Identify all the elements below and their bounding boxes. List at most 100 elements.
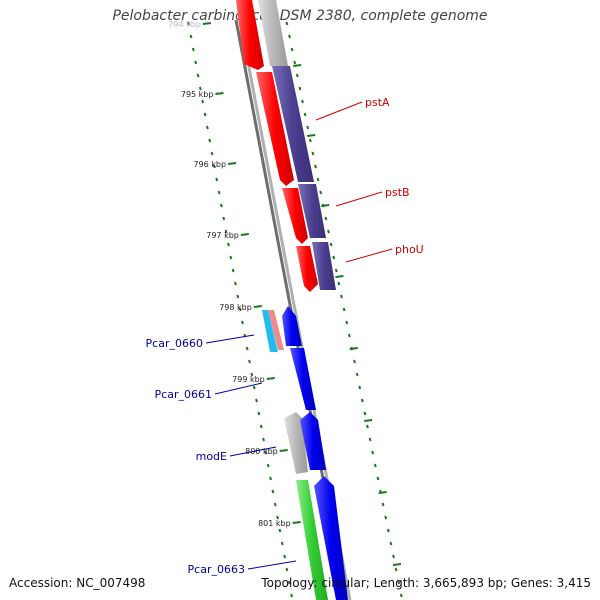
minor-tick — [347, 333, 351, 338]
minor-tick — [198, 86, 202, 91]
minor-tick — [363, 411, 367, 416]
gene-label-connector — [214, 382, 263, 395]
minor-tick — [226, 242, 230, 247]
minor-tick — [306, 125, 310, 130]
minor-tick — [215, 177, 219, 182]
minor-tick — [340, 294, 343, 299]
minor-tick — [238, 307, 242, 312]
major-tick — [240, 233, 249, 236]
minor-tick — [394, 567, 398, 572]
gene-label: Pcar_0663 — [188, 563, 245, 576]
minor-tick — [191, 47, 195, 52]
minor-tick — [285, 567, 289, 572]
gene-label: pstB — [385, 186, 410, 199]
minor-tick — [283, 554, 287, 559]
minor-tick — [392, 554, 395, 559]
scale-label: 800 kbp — [245, 447, 278, 456]
minor-tick — [397, 580, 401, 585]
minor-tick — [187, 21, 191, 26]
minor-tick — [373, 463, 377, 468]
minor-tick — [264, 450, 268, 455]
minor-tick — [381, 502, 385, 507]
major-tick — [392, 563, 402, 566]
gene-label-connector — [315, 101, 363, 121]
map-title: Pelobacter carbinolicus DSM 2380, comple… — [112, 8, 488, 24]
scale-label: 801 kbp — [258, 519, 291, 528]
major-tick — [307, 134, 316, 137]
minor-tick — [288, 34, 291, 39]
minor-tick — [290, 593, 294, 598]
minor-tick — [224, 229, 228, 234]
minor-tick — [298, 86, 302, 91]
gene-label-connector — [345, 248, 393, 263]
minor-tick — [319, 190, 323, 195]
minor-tick — [399, 593, 403, 598]
minor-tick — [194, 60, 198, 65]
minor-tick — [196, 73, 200, 78]
major-tick — [349, 347, 358, 350]
gene-arrow-green — [296, 480, 328, 600]
minor-tick — [368, 437, 372, 442]
minor-tick — [245, 346, 249, 351]
minor-tick — [273, 502, 277, 507]
labels-layer: 794 kbp 795 kbp 796 kbp 797 kbp 798 kbp 799 k… — [146, 20, 424, 576]
topology-text: Topology: circular; Length: 3,665,893 bp… — [261, 576, 591, 590]
minor-tick — [353, 359, 356, 364]
minor-tick — [345, 320, 349, 325]
scale-label: 795 kbp — [181, 90, 214, 99]
gene-label-connector — [335, 191, 383, 207]
minor-tick — [219, 203, 223, 208]
minor-tick — [311, 151, 315, 156]
minor-tick — [259, 424, 263, 429]
minor-tick — [269, 476, 273, 481]
minor-tick — [203, 112, 207, 117]
minor-tick — [337, 281, 341, 286]
gene-arrow-blue — [314, 476, 348, 600]
gene-arrow-purple — [312, 242, 336, 290]
major-tick — [292, 521, 301, 524]
minor-tick — [358, 385, 362, 390]
scale-label: 794 kbp — [168, 20, 201, 29]
minor-tick — [255, 398, 258, 403]
minor-tick — [366, 424, 369, 429]
minor-tick — [208, 138, 212, 143]
gene-label: Pcar_0660 — [146, 337, 203, 350]
minor-tick — [189, 34, 193, 39]
minor-tick — [262, 437, 265, 442]
major-tick — [293, 64, 302, 67]
scale-label: 799 kbp — [232, 375, 265, 384]
minor-tick — [287, 580, 291, 585]
minor-tick — [201, 99, 205, 104]
gene-label: modE — [196, 450, 227, 463]
minor-tick — [295, 73, 299, 78]
gene-arrow-purple — [272, 66, 314, 182]
gene-arrow-blue — [300, 412, 326, 470]
minor-tick — [212, 164, 216, 169]
minor-tick — [342, 307, 346, 312]
gene-arrow-red — [296, 246, 318, 292]
minor-tick — [371, 450, 375, 455]
major-tick — [227, 162, 237, 165]
accession-text: Accession: NC_007498 — [9, 576, 146, 590]
gene-label-connector — [229, 446, 277, 457]
minor-tick — [384, 515, 388, 520]
gene-arrow-purple — [298, 184, 326, 238]
gene-label-connector — [205, 334, 255, 344]
minor-tick — [334, 268, 338, 273]
gene-label: pstA — [365, 96, 390, 109]
minor-tick — [257, 411, 261, 416]
major-tick — [279, 449, 288, 452]
minor-tick — [324, 216, 328, 221]
minor-tick — [250, 372, 254, 377]
minor-tick — [389, 541, 393, 546]
minor-tick — [252, 385, 256, 390]
minor-tick — [360, 398, 364, 403]
gene-label: Pcar_0661 — [155, 388, 212, 401]
minor-tick — [314, 164, 317, 169]
gene-arrow-gray — [258, 0, 288, 66]
minor-tick — [278, 528, 282, 533]
major-tick — [215, 92, 224, 95]
minor-tick — [303, 112, 307, 117]
gene-arrow-blue — [290, 348, 316, 410]
scale-ticks — [187, 21, 403, 598]
